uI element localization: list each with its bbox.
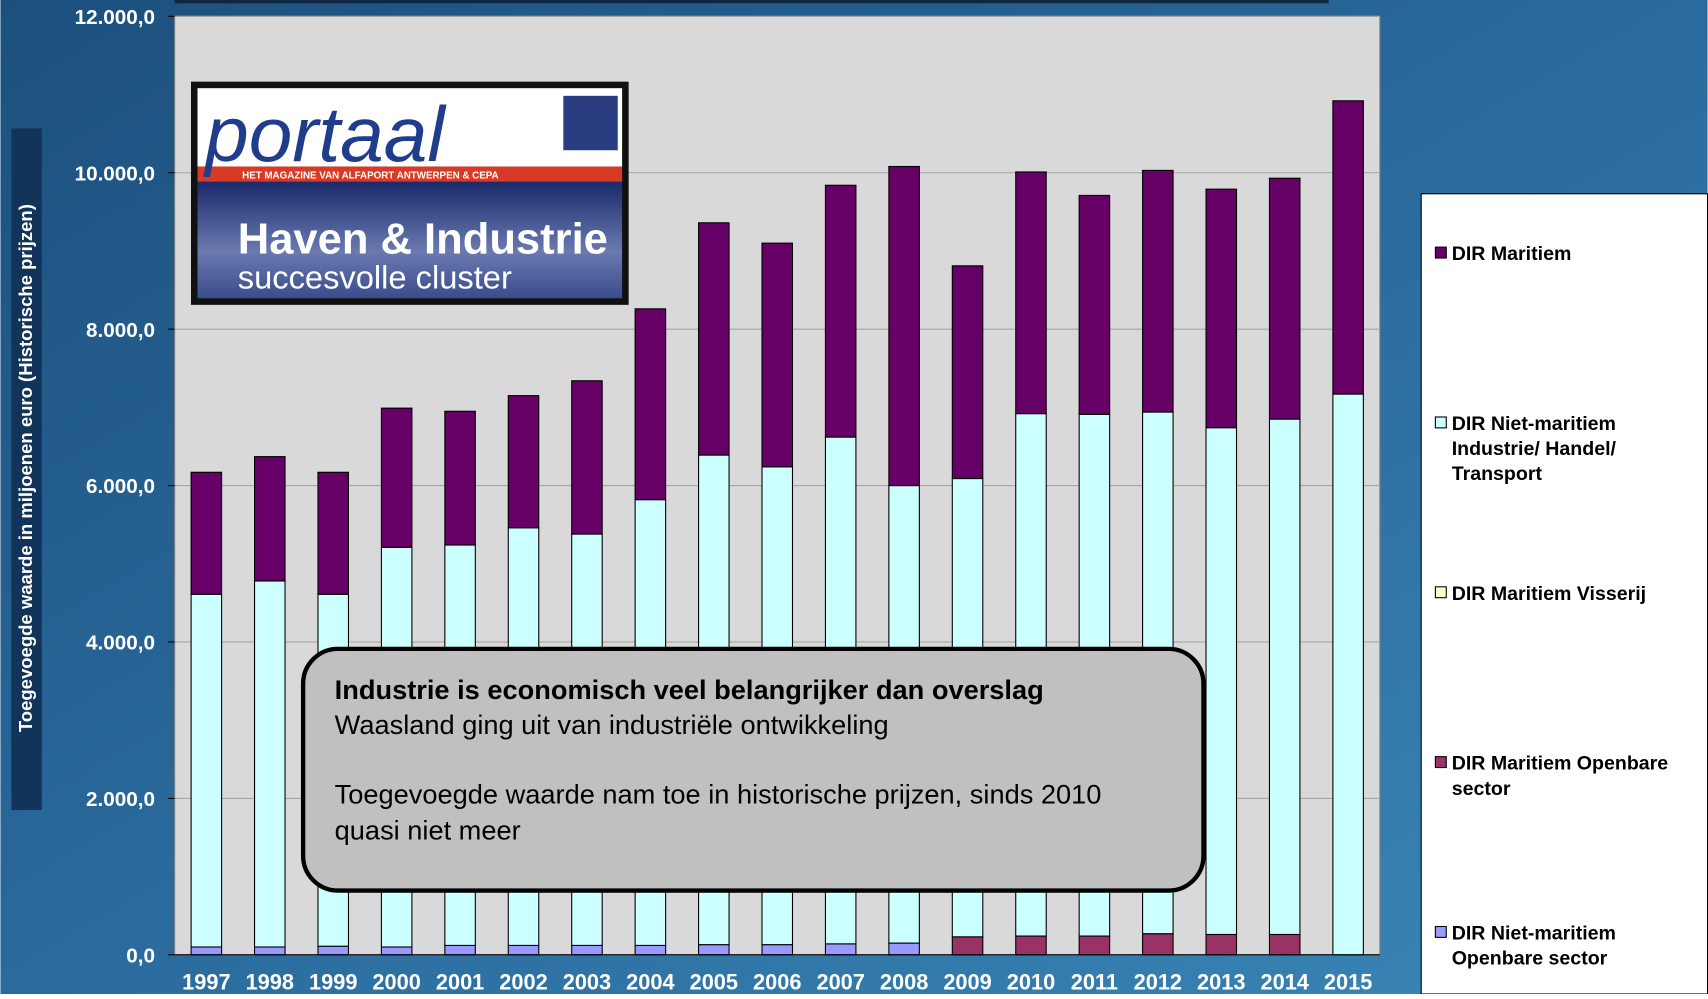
magazine-stamp (563, 95, 618, 151)
magazine-headline: Haven & Industrie (238, 216, 608, 264)
x-tick-label: 2001 (436, 970, 484, 994)
callout-text: quasi niet meer (335, 814, 521, 845)
x-tick-label: 2005 (690, 970, 738, 994)
bar-segment (507, 395, 540, 529)
x-tick-label: 1999 (309, 970, 357, 994)
bar-segment (317, 945, 350, 956)
bar-segment (951, 936, 984, 956)
y-tick-label: 12.000,0 (75, 6, 155, 29)
x-tick-label: 2012 (1134, 970, 1182, 994)
top-strip (174, 0, 1329, 4)
x-tick-label: 1997 (182, 970, 230, 994)
legend-box (1420, 193, 1708, 995)
bar-segment (190, 946, 223, 956)
magazine-band (197, 166, 623, 182)
bar-segment (634, 308, 667, 501)
x-tick-label: 1998 (246, 970, 294, 994)
magazine-photo (197, 181, 623, 299)
x-tick-label: 2009 (943, 970, 991, 994)
x-tick-label: 2015 (1324, 970, 1372, 994)
bar-segment (761, 242, 794, 468)
bar-segment (190, 471, 223, 595)
x-tick-label: 2000 (372, 970, 420, 994)
legend-swatch (1434, 925, 1447, 938)
legend-label: DIR Maritiem (1452, 243, 1572, 265)
x-tick-label: 2004 (626, 970, 674, 994)
x-tick-label: 2013 (1197, 970, 1245, 994)
y-tick-label: 6.000,0 (86, 475, 155, 498)
x-tick-label: 2010 (1007, 970, 1055, 994)
bar-segment (1015, 171, 1047, 415)
y-tick-label: 4.000,0 (86, 632, 155, 655)
bar-segment (888, 165, 920, 487)
bar-segment (1142, 933, 1174, 956)
bar-segment (1268, 933, 1301, 956)
bar-segment (1205, 188, 1238, 429)
magazine-header (197, 88, 623, 167)
bar-segment (824, 184, 857, 438)
bar-segment (254, 580, 286, 948)
x-tick-label: 2011 (1071, 970, 1118, 994)
legend-label: DIR Niet-maritiem Industrie/ Handel/Trans… (1452, 413, 1617, 485)
bar-segment (571, 944, 603, 956)
bar-segment (254, 946, 286, 956)
magazine-title: portaal (203, 90, 447, 178)
y-tick-label: 10.000,0 (75, 162, 155, 185)
bar-segment (444, 410, 476, 546)
magazine: portaal HET MAGAZINE VAN ALFAPORT ANTWER… (190, 81, 629, 305)
bar-segment (1268, 177, 1301, 420)
callout-text: Toegevoegde waarde nam toe in historisch… (335, 778, 1102, 809)
legend-label: DIR Maritiem Openbare sector (1452, 753, 1669, 800)
bar-segment (761, 944, 794, 956)
bar-segment (254, 456, 286, 582)
bar-segment (1078, 935, 1111, 956)
callout: Industrie is economisch veel belangrijke… (300, 646, 1206, 893)
bar-segment (380, 946, 413, 956)
bar-segment (1015, 935, 1047, 956)
bar-segment (571, 380, 603, 535)
x-tick-label: 2008 (880, 970, 928, 994)
legend-label: DIR Niet-maritiem Openbare sector (1452, 923, 1616, 970)
x-tick-label: 2003 (563, 970, 611, 994)
legend-swatch (1434, 756, 1447, 769)
bar-segment (317, 471, 350, 595)
magazine-subheadline: succesvolle cluster (238, 259, 512, 296)
bar-segment (507, 944, 540, 956)
y-tick-label: 2.000,0 (86, 788, 155, 811)
bar-segment (698, 944, 730, 956)
bar-segment (1078, 194, 1111, 415)
bar-segment (698, 222, 730, 456)
x-tick-label: 2007 (816, 970, 864, 994)
x-tick-label: 2014 (1260, 970, 1308, 994)
bar-segment (444, 944, 476, 956)
bar-segment (634, 944, 667, 956)
callout-heading: Industrie is economisch veel belangrijke… (335, 674, 1044, 705)
x-tick-label: 2002 (499, 970, 547, 994)
legend-swatch (1434, 246, 1447, 259)
callout-text: Waasland ging uit van industriële ontwik… (335, 709, 889, 740)
y-tick-label: 0,0 (126, 944, 155, 967)
legend-label: DIR Maritiem Visserij (1452, 583, 1646, 605)
legend-swatch (1434, 586, 1447, 599)
bar-segment (1332, 393, 1364, 956)
bar-segment (190, 593, 223, 948)
magazine-tagline: HET MAGAZINE VAN ALFAPORT ANTWERPEN & CE… (242, 171, 498, 182)
y-label-box (11, 128, 42, 811)
bar-segment (1205, 427, 1238, 936)
bar-segment (380, 407, 413, 548)
bar-segment (1332, 100, 1364, 395)
x-tick-label: 2006 (753, 970, 801, 994)
bar-segment (1205, 933, 1238, 956)
bar-segment (824, 943, 857, 956)
bar-segment (1268, 418, 1301, 936)
y-tick-label: 8.000,0 (86, 319, 155, 342)
bar-segment (1142, 169, 1174, 413)
callout-box (300, 646, 1206, 893)
bar-segment (888, 942, 920, 956)
bar-segment (951, 265, 984, 480)
legend-swatch (1434, 416, 1447, 429)
y-axis-label: Toegevoegde waarde in miljoenen euro (Hi… (15, 204, 36, 732)
